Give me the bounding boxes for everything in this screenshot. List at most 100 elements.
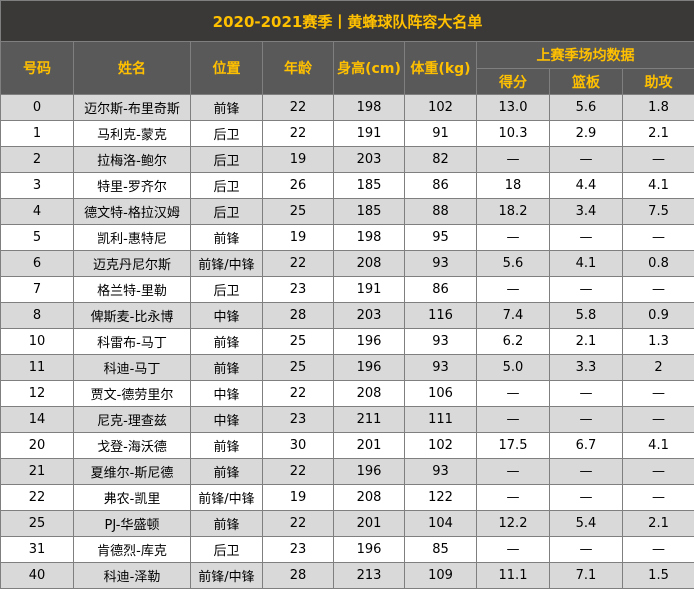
- cell-assists: 4.1: [623, 173, 694, 199]
- cell-age: 22: [263, 251, 334, 277]
- cell-height: 185: [334, 173, 405, 199]
- cell-weight: 91: [405, 121, 477, 147]
- cell-height: 185: [334, 199, 405, 225]
- header-number: 号码: [1, 42, 74, 95]
- cell-rebounds: —: [550, 459, 623, 485]
- cell-age: 19: [263, 485, 334, 511]
- cell-points: —: [477, 225, 550, 251]
- cell-height: 213: [334, 563, 405, 589]
- cell-name: PJ-华盛顿: [74, 511, 191, 537]
- cell-height: 201: [334, 433, 405, 459]
- cell-height: 208: [334, 381, 405, 407]
- header-age: 年龄: [263, 42, 334, 95]
- cell-number: 7: [1, 277, 74, 303]
- header-stats-group: 上赛季场均数据: [477, 42, 694, 69]
- cell-points: 12.2: [477, 511, 550, 537]
- cell-weight: 93: [405, 355, 477, 381]
- cell-assists: 0.9: [623, 303, 694, 329]
- cell-age: 19: [263, 147, 334, 173]
- cell-assists: 1.5: [623, 563, 694, 589]
- cell-weight: 109: [405, 563, 477, 589]
- cell-assists: 1.3: [623, 329, 694, 355]
- cell-assists: 7.5: [623, 199, 694, 225]
- cell-position: 前锋: [191, 355, 263, 381]
- cell-position: 后卫: [191, 147, 263, 173]
- cell-assists: 2: [623, 355, 694, 381]
- cell-height: 191: [334, 121, 405, 147]
- cell-rebounds: —: [550, 407, 623, 433]
- cell-position: 前锋: [191, 511, 263, 537]
- cell-rebounds: 4.1: [550, 251, 623, 277]
- cell-position: 后卫: [191, 199, 263, 225]
- cell-weight: 93: [405, 251, 477, 277]
- cell-number: 2: [1, 147, 74, 173]
- cell-weight: 111: [405, 407, 477, 433]
- cell-assists: 0.8: [623, 251, 694, 277]
- cell-points: —: [477, 277, 550, 303]
- cell-rebounds: —: [550, 225, 623, 251]
- cell-name: 夏维尔-斯尼德: [74, 459, 191, 485]
- cell-points: —: [477, 407, 550, 433]
- cell-name: 科迪-马丁: [74, 355, 191, 381]
- cell-position: 前锋/中锋: [191, 563, 263, 589]
- cell-rebounds: 4.4: [550, 173, 623, 199]
- cell-height: 211: [334, 407, 405, 433]
- cell-points: 11.1: [477, 563, 550, 589]
- cell-position: 前锋: [191, 329, 263, 355]
- cell-height: 203: [334, 147, 405, 173]
- cell-weight: 102: [405, 95, 477, 121]
- cell-assists: 2.1: [623, 511, 694, 537]
- cell-number: 3: [1, 173, 74, 199]
- cell-age: 23: [263, 407, 334, 433]
- cell-name: 德文特-格拉汉姆: [74, 199, 191, 225]
- cell-number: 14: [1, 407, 74, 433]
- cell-weight: 82: [405, 147, 477, 173]
- cell-weight: 102: [405, 433, 477, 459]
- cell-assists: —: [623, 407, 694, 433]
- cell-weight: 116: [405, 303, 477, 329]
- cell-points: 10.3: [477, 121, 550, 147]
- cell-assists: —: [623, 147, 694, 173]
- cell-rebounds: —: [550, 537, 623, 563]
- cell-age: 19: [263, 225, 334, 251]
- cell-age: 28: [263, 303, 334, 329]
- cell-number: 12: [1, 381, 74, 407]
- cell-age: 30: [263, 433, 334, 459]
- cell-name: 马利克-蒙克: [74, 121, 191, 147]
- cell-number: 6: [1, 251, 74, 277]
- cell-assists: —: [623, 459, 694, 485]
- cell-position: 前锋: [191, 95, 263, 121]
- cell-name: 贾文-德劳里尔: [74, 381, 191, 407]
- cell-number: 0: [1, 95, 74, 121]
- cell-name: 迈尔斯-布里奇斯: [74, 95, 191, 121]
- cell-points: 18: [477, 173, 550, 199]
- cell-age: 22: [263, 121, 334, 147]
- cell-age: 28: [263, 563, 334, 589]
- cell-position: 后卫: [191, 173, 263, 199]
- cell-rebounds: —: [550, 485, 623, 511]
- cell-number: 22: [1, 485, 74, 511]
- cell-weight: 122: [405, 485, 477, 511]
- cell-position: 中锋: [191, 407, 263, 433]
- cell-position: 后卫: [191, 121, 263, 147]
- cell-name: 迈克丹尼尔斯: [74, 251, 191, 277]
- cell-rebounds: 6.7: [550, 433, 623, 459]
- cell-position: 前锋: [191, 433, 263, 459]
- cell-assists: —: [623, 277, 694, 303]
- cell-age: 23: [263, 277, 334, 303]
- cell-weight: 85: [405, 537, 477, 563]
- cell-rebounds: 3.4: [550, 199, 623, 225]
- cell-weight: 93: [405, 329, 477, 355]
- cell-name: 拉梅洛-鲍尔: [74, 147, 191, 173]
